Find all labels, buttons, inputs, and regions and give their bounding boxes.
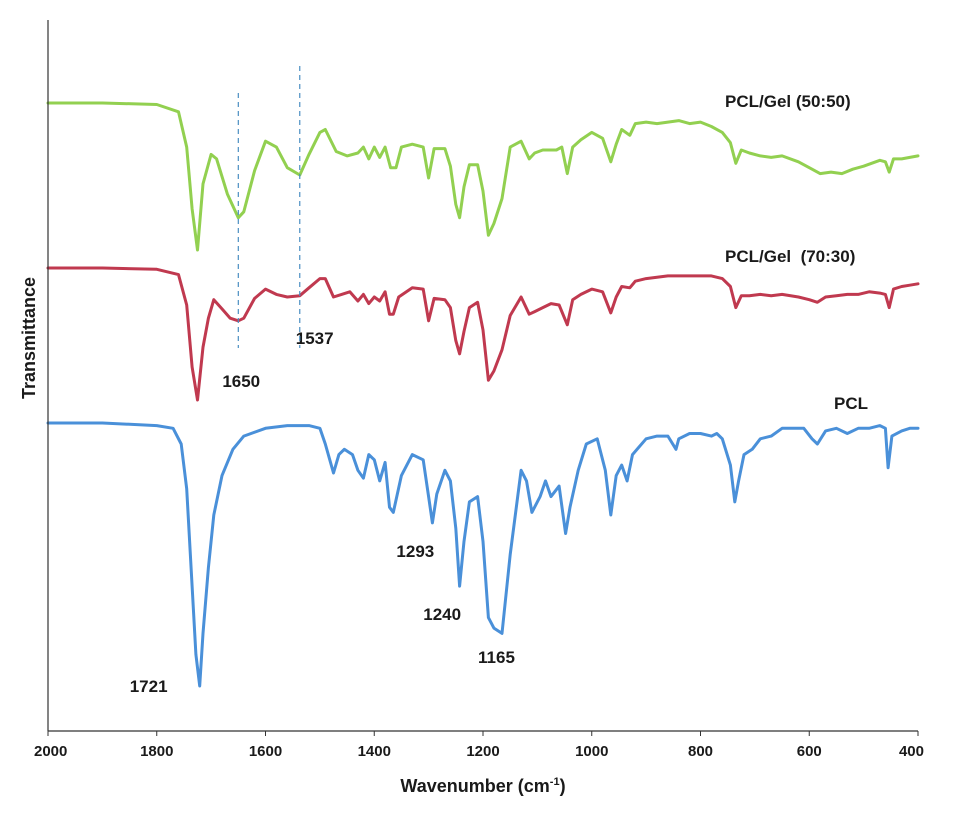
x-tick-label: 1400: [358, 743, 391, 760]
y-axis-title: Transmittance: [19, 277, 39, 399]
series-label: PCL/Gel (70:30): [725, 247, 855, 266]
x-axis-title: Wavenumber (cm-1): [400, 776, 565, 796]
series-line-1: [46, 266, 920, 402]
plot-area: [46, 101, 920, 688]
peak-label: 1293: [396, 542, 434, 561]
series-line-2: [46, 421, 920, 688]
x-tick-label: 1600: [249, 743, 282, 760]
series-line-0: [46, 101, 920, 252]
x-tick-label: 1000: [575, 743, 608, 760]
series-label: PCL: [834, 394, 868, 413]
reference-lines: [237, 66, 301, 348]
x-tick-label: 1800: [140, 743, 173, 760]
x-tick-label: 1200: [466, 743, 499, 760]
peak-label: 1165: [478, 648, 515, 667]
x-tick-label: 400: [899, 743, 924, 760]
series-labels: PCL/Gel (50:50) PCL/Gel (70:30) PCL: [725, 92, 868, 413]
peak-labels: 1721 1293 1240 1165 1650 1537: [130, 329, 515, 696]
x-tick-label: 600: [797, 743, 822, 760]
x-axis-ticks: 2000 1800 1600 1400 1200 1000 800 600 400: [34, 731, 924, 760]
peak-label: 1650: [222, 372, 260, 391]
x-tick-label: 2000: [34, 743, 67, 760]
x-tick-label: 800: [688, 743, 713, 760]
peak-label: 1240: [423, 605, 461, 624]
series-label: PCL/Gel (50:50): [725, 92, 851, 111]
peak-label: 1721: [130, 677, 168, 696]
peak-label: 1537: [296, 329, 334, 348]
